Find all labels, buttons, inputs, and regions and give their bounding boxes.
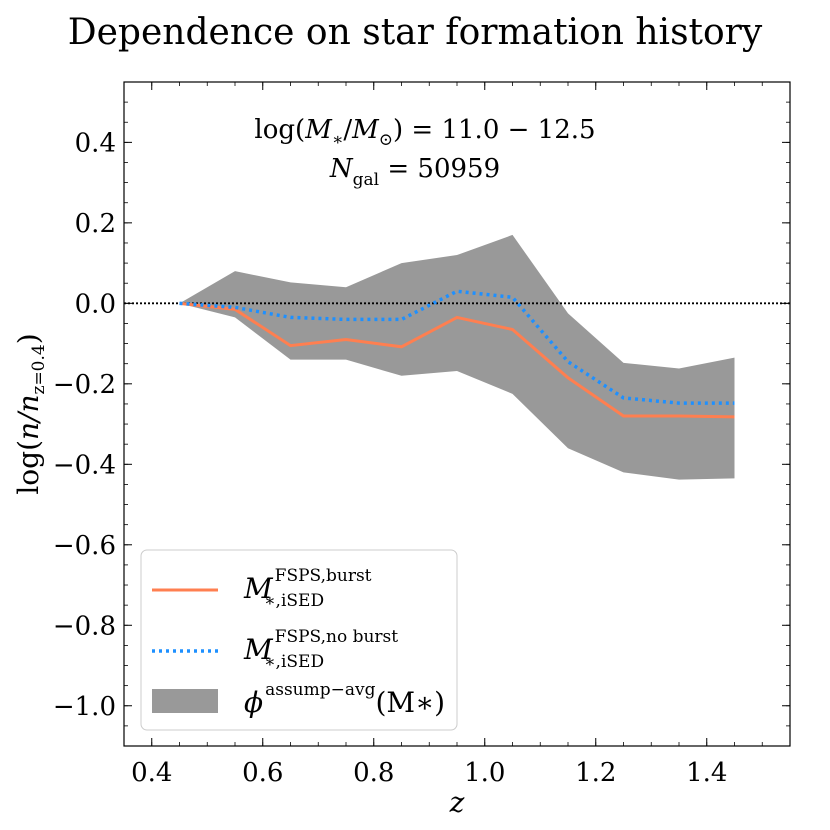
x-tick-label: 1.4 — [686, 758, 727, 788]
x-tick-label: 1.2 — [575, 758, 616, 788]
y-tick-label: 0.4 — [75, 128, 116, 158]
y-tick-label: −0.8 — [53, 611, 116, 641]
legend-label-band: ϕ assump−avg(M∗) — [244, 680, 445, 719]
series-line-no-burst — [179, 289, 735, 405]
legend-swatch-band — [152, 689, 218, 713]
x-tick-label: 0.4 — [131, 758, 172, 788]
y-tick-label: −1.0 — [53, 692, 116, 722]
y-tick-label: −0.4 — [53, 450, 116, 480]
legend-label-burst: M FSPS,burst ∗,iSED — [243, 566, 372, 611]
chart-title: Dependence on star formation history — [68, 12, 763, 53]
y-tick-label: 0.0 — [75, 289, 116, 319]
y-axis-label: log(n/nz=0.4) — [12, 333, 49, 494]
legend-label-no-burst: M FSPS,no burst ∗,iSED — [243, 627, 398, 672]
y-tick-label: −0.6 — [53, 531, 116, 561]
x-tick-label: 0.8 — [353, 758, 394, 788]
legend-box — [140, 549, 458, 731]
y-tick-label: 0.2 — [75, 209, 116, 239]
x-tick-label: 1.0 — [464, 758, 505, 788]
legend: M FSPS,burst ∗,iSED M FSPS,no burst ∗,iSED ϕ… — [140, 549, 458, 731]
annotation: log(M∗/M⊙) = 11.0 − 12.5 Ngal = 50959 — [254, 115, 595, 190]
x-tick-label: 0.6 — [242, 758, 283, 788]
axis-ticks: 0.4 0.6 0.8 1.0 1.2 1.4 −1.0 −0.8 −0.6 −0.4 −0.2 0.… — [53, 81, 791, 788]
y-tick-label: −0.2 — [53, 370, 116, 400]
series-line-burst — [179, 301, 735, 419]
galaxy-count-text: Ngal = 50959 — [329, 154, 500, 190]
uncertainty-band — [179, 234, 735, 480]
x-axis-label: z — [449, 786, 465, 819]
mass-range-text: log(M∗/M⊙) = 11.0 − 12.5 — [254, 115, 595, 150]
